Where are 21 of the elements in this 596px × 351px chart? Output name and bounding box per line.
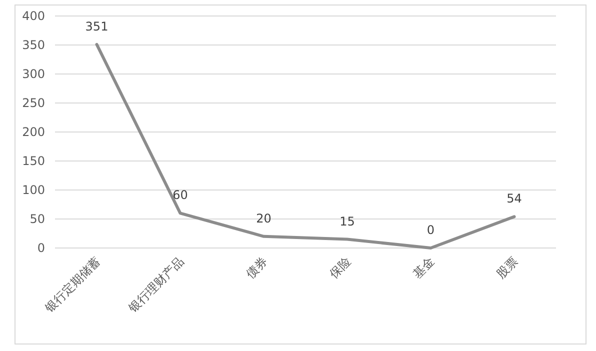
y-tick-label: 350 [22, 38, 45, 52]
y-tick-label: 50 [30, 212, 45, 226]
data-label: 20 [256, 211, 272, 226]
y-tick-label: 100 [22, 183, 45, 198]
x-tick-label: 债券 [243, 254, 270, 282]
data-label: 15 [340, 214, 355, 228]
y-tick-label: 300 [22, 67, 45, 82]
y-tick-label: 0 [37, 241, 45, 256]
x-tick-label: 股票 [494, 254, 520, 282]
data-label: 54 [506, 192, 522, 206]
y-tick-label: 400 [22, 9, 45, 24]
x-tick-label: 保险 [326, 254, 354, 282]
y-tick-label: 200 [22, 125, 45, 140]
y-tick-label: 250 [22, 96, 45, 110]
x-tick-label: 基金 [410, 254, 437, 282]
data-label: 0 [426, 223, 435, 237]
x-tick-label: 银行定期储蓄 [41, 254, 103, 316]
y-tick-label: 150 [22, 154, 45, 168]
data-label: 351 [85, 19, 108, 34]
x-tick-label: 银行理财产品 [124, 254, 186, 316]
data-label: 60 [172, 188, 188, 202]
